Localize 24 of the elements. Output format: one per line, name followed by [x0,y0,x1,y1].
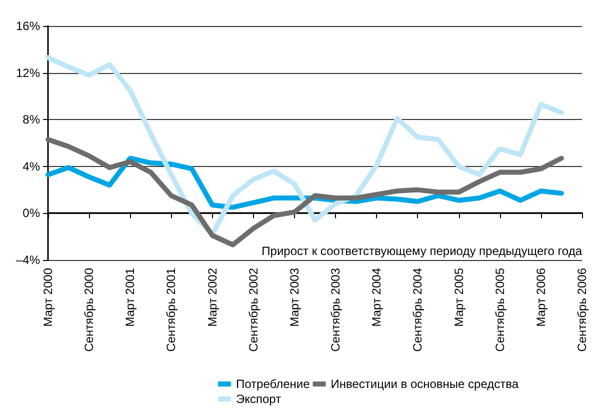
x-tick-label: Сентябрь 2000 [82,268,96,352]
x-tick-label: Сентябрь 2003 [328,268,343,352]
annotation: Прирост к соответствующему периоду предыдущего года [262,244,582,258]
legend-label: Экспорт [236,392,282,406]
x-tick-label: Март 2005 [452,268,466,327]
x-tick-label: Март 2002 [205,268,220,327]
y-tick-label: 0% [22,206,40,220]
x-tick-label: Сентябрь 2005 [492,268,507,352]
y-tick-label: 8% [22,112,40,127]
x-tick-label: Март 2004 [370,268,384,327]
x-tick-label: Март 2000 [41,268,55,327]
x-tick-label: Сентябрь 2004 [410,268,425,352]
y-tick-label: 16% [16,19,40,33]
x-tick-label: Март 2001 [123,268,138,327]
x-tick-label: Сентябрь 2002 [246,268,260,352]
x-tick-label: Март 2003 [287,268,302,327]
legend-label: Потребление [236,377,310,391]
x-tick-label: Сентябрь 2006 [575,268,589,352]
y-tick-label: –4% [16,253,40,267]
x-tick-label: Сентябрь 2001 [164,268,178,352]
y-tick-label: 4% [22,159,40,174]
y-tick-label: 12% [16,66,40,80]
x-tick-label: Март 2006 [534,268,548,327]
legend-label: Инвестиции в основные средства [330,377,519,391]
